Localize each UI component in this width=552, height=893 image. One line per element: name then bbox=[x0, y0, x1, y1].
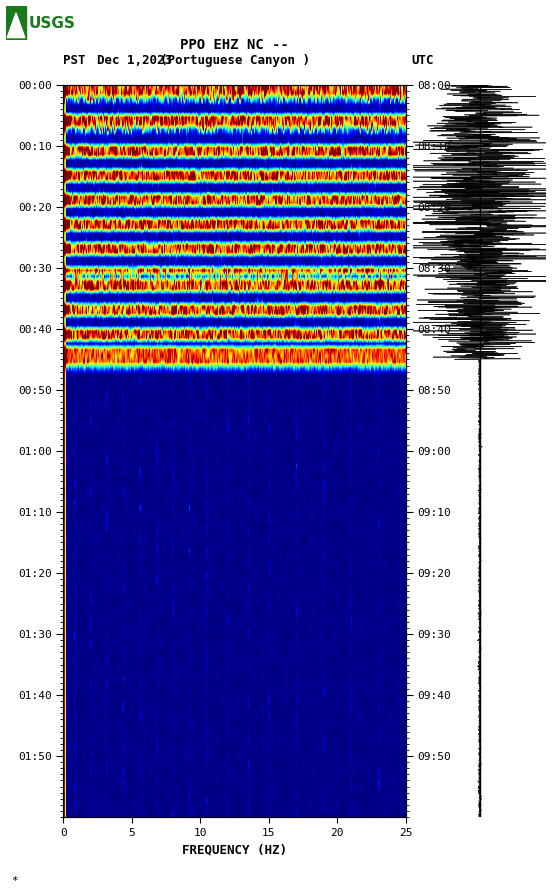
Text: USGS: USGS bbox=[29, 16, 76, 30]
Polygon shape bbox=[7, 13, 25, 38]
Text: (Portuguese Canyon ): (Portuguese Canyon ) bbox=[160, 54, 310, 67]
Text: PPO EHZ NC --: PPO EHZ NC -- bbox=[180, 38, 289, 52]
X-axis label: FREQUENCY (HZ): FREQUENCY (HZ) bbox=[182, 843, 287, 856]
Text: *: * bbox=[11, 876, 18, 886]
Text: PST: PST bbox=[63, 54, 86, 67]
Text: Dec 1,2023: Dec 1,2023 bbox=[97, 54, 172, 67]
Text: UTC: UTC bbox=[411, 54, 434, 67]
Bar bbox=[6, 6, 26, 40]
